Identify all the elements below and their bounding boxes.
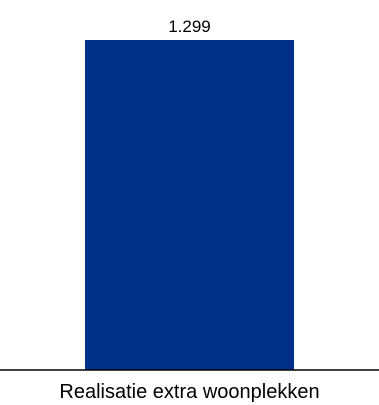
bar-value-label-0: 1.299 bbox=[168, 17, 211, 36]
bars-group bbox=[85, 40, 294, 370]
bar-0 bbox=[85, 40, 294, 370]
value-labels-group: 1.299 bbox=[168, 17, 211, 36]
category-labels-group: Realisatie extra woonplekken bbox=[59, 381, 319, 403]
category-label-0: Realisatie extra woonplekken bbox=[59, 381, 319, 403]
